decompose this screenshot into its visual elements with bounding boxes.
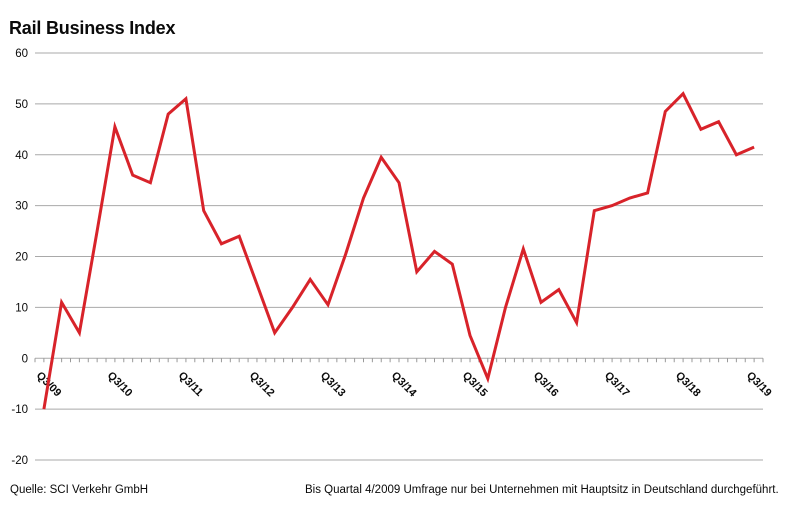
x-axis-tick-label: Q3/11 — [176, 370, 205, 399]
chart-title: Rail Business Index — [9, 18, 176, 39]
survey-note: Bis Quartal 4/2009 Umfrage nur bei Unter… — [305, 484, 779, 496]
index-line-series — [42, 91, 755, 410]
y-axis-tick-label: 20 — [15, 252, 28, 264]
x-axis-tick-label: Q3/12 — [247, 370, 277, 400]
source-label: Quelle: SCI Verkehr GmbH — [10, 484, 149, 496]
y-axis-tick-label: 10 — [15, 302, 28, 314]
y-axis-tick-label: -10 — [11, 404, 28, 416]
y-axis-tick-label: 30 — [15, 201, 28, 213]
y-axis-tick-label: 40 — [15, 150, 28, 162]
y-axis-tick-label: 60 — [15, 48, 28, 60]
x-axis-tick-label: Q3/17 — [602, 370, 632, 400]
x-axis-tick-label: Q3/18 — [673, 370, 703, 400]
y-axis-tick-label: 50 — [15, 99, 28, 111]
x-axis-tick-label: Q3/14 — [389, 370, 419, 400]
y-axis-tick-label: -20 — [11, 455, 28, 467]
x-axis-tick-label: Q3/16 — [531, 370, 561, 400]
x-axis-tick-label: Q3/10 — [105, 370, 135, 400]
y-axis-tick-label: 0 — [22, 353, 28, 365]
x-axis-tick-label: Q3/19 — [744, 370, 774, 400]
x-axis-tick-label: Q3/13 — [318, 370, 348, 400]
